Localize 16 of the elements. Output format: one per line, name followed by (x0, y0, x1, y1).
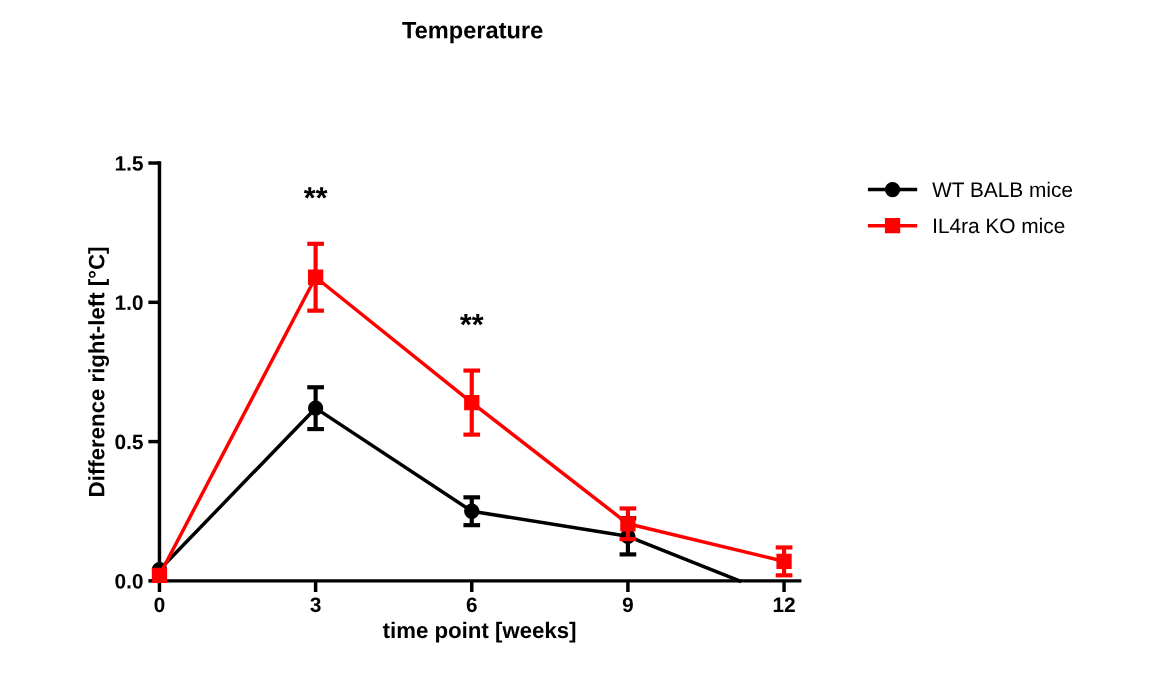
x-axis-title: time point [weeks] (382, 621, 576, 643)
y-tick-label: 0.5 (115, 434, 143, 450)
y-tick-label: 0.0 (115, 573, 143, 589)
x-tick-label: 12 (773, 597, 795, 612)
y-axis-title: Difference right-left [°C] (88, 247, 109, 496)
y-tick-label: 1.0 (115, 295, 143, 311)
x-tick-label: 9 (622, 597, 633, 613)
x-tick-label: 6 (466, 597, 477, 613)
annotation: ** (459, 313, 484, 326)
x-tick-label: 0 (154, 597, 165, 613)
legend-label: IL4ra KO mice (934, 217, 1065, 234)
annotation: ** (303, 187, 328, 199)
x-tick-label: 3 (310, 597, 321, 613)
legend-label: WT BALB mice (932, 181, 1073, 198)
y-tick-label: 1.5 (115, 156, 143, 171)
chart-title: Temperature (402, 22, 543, 44)
